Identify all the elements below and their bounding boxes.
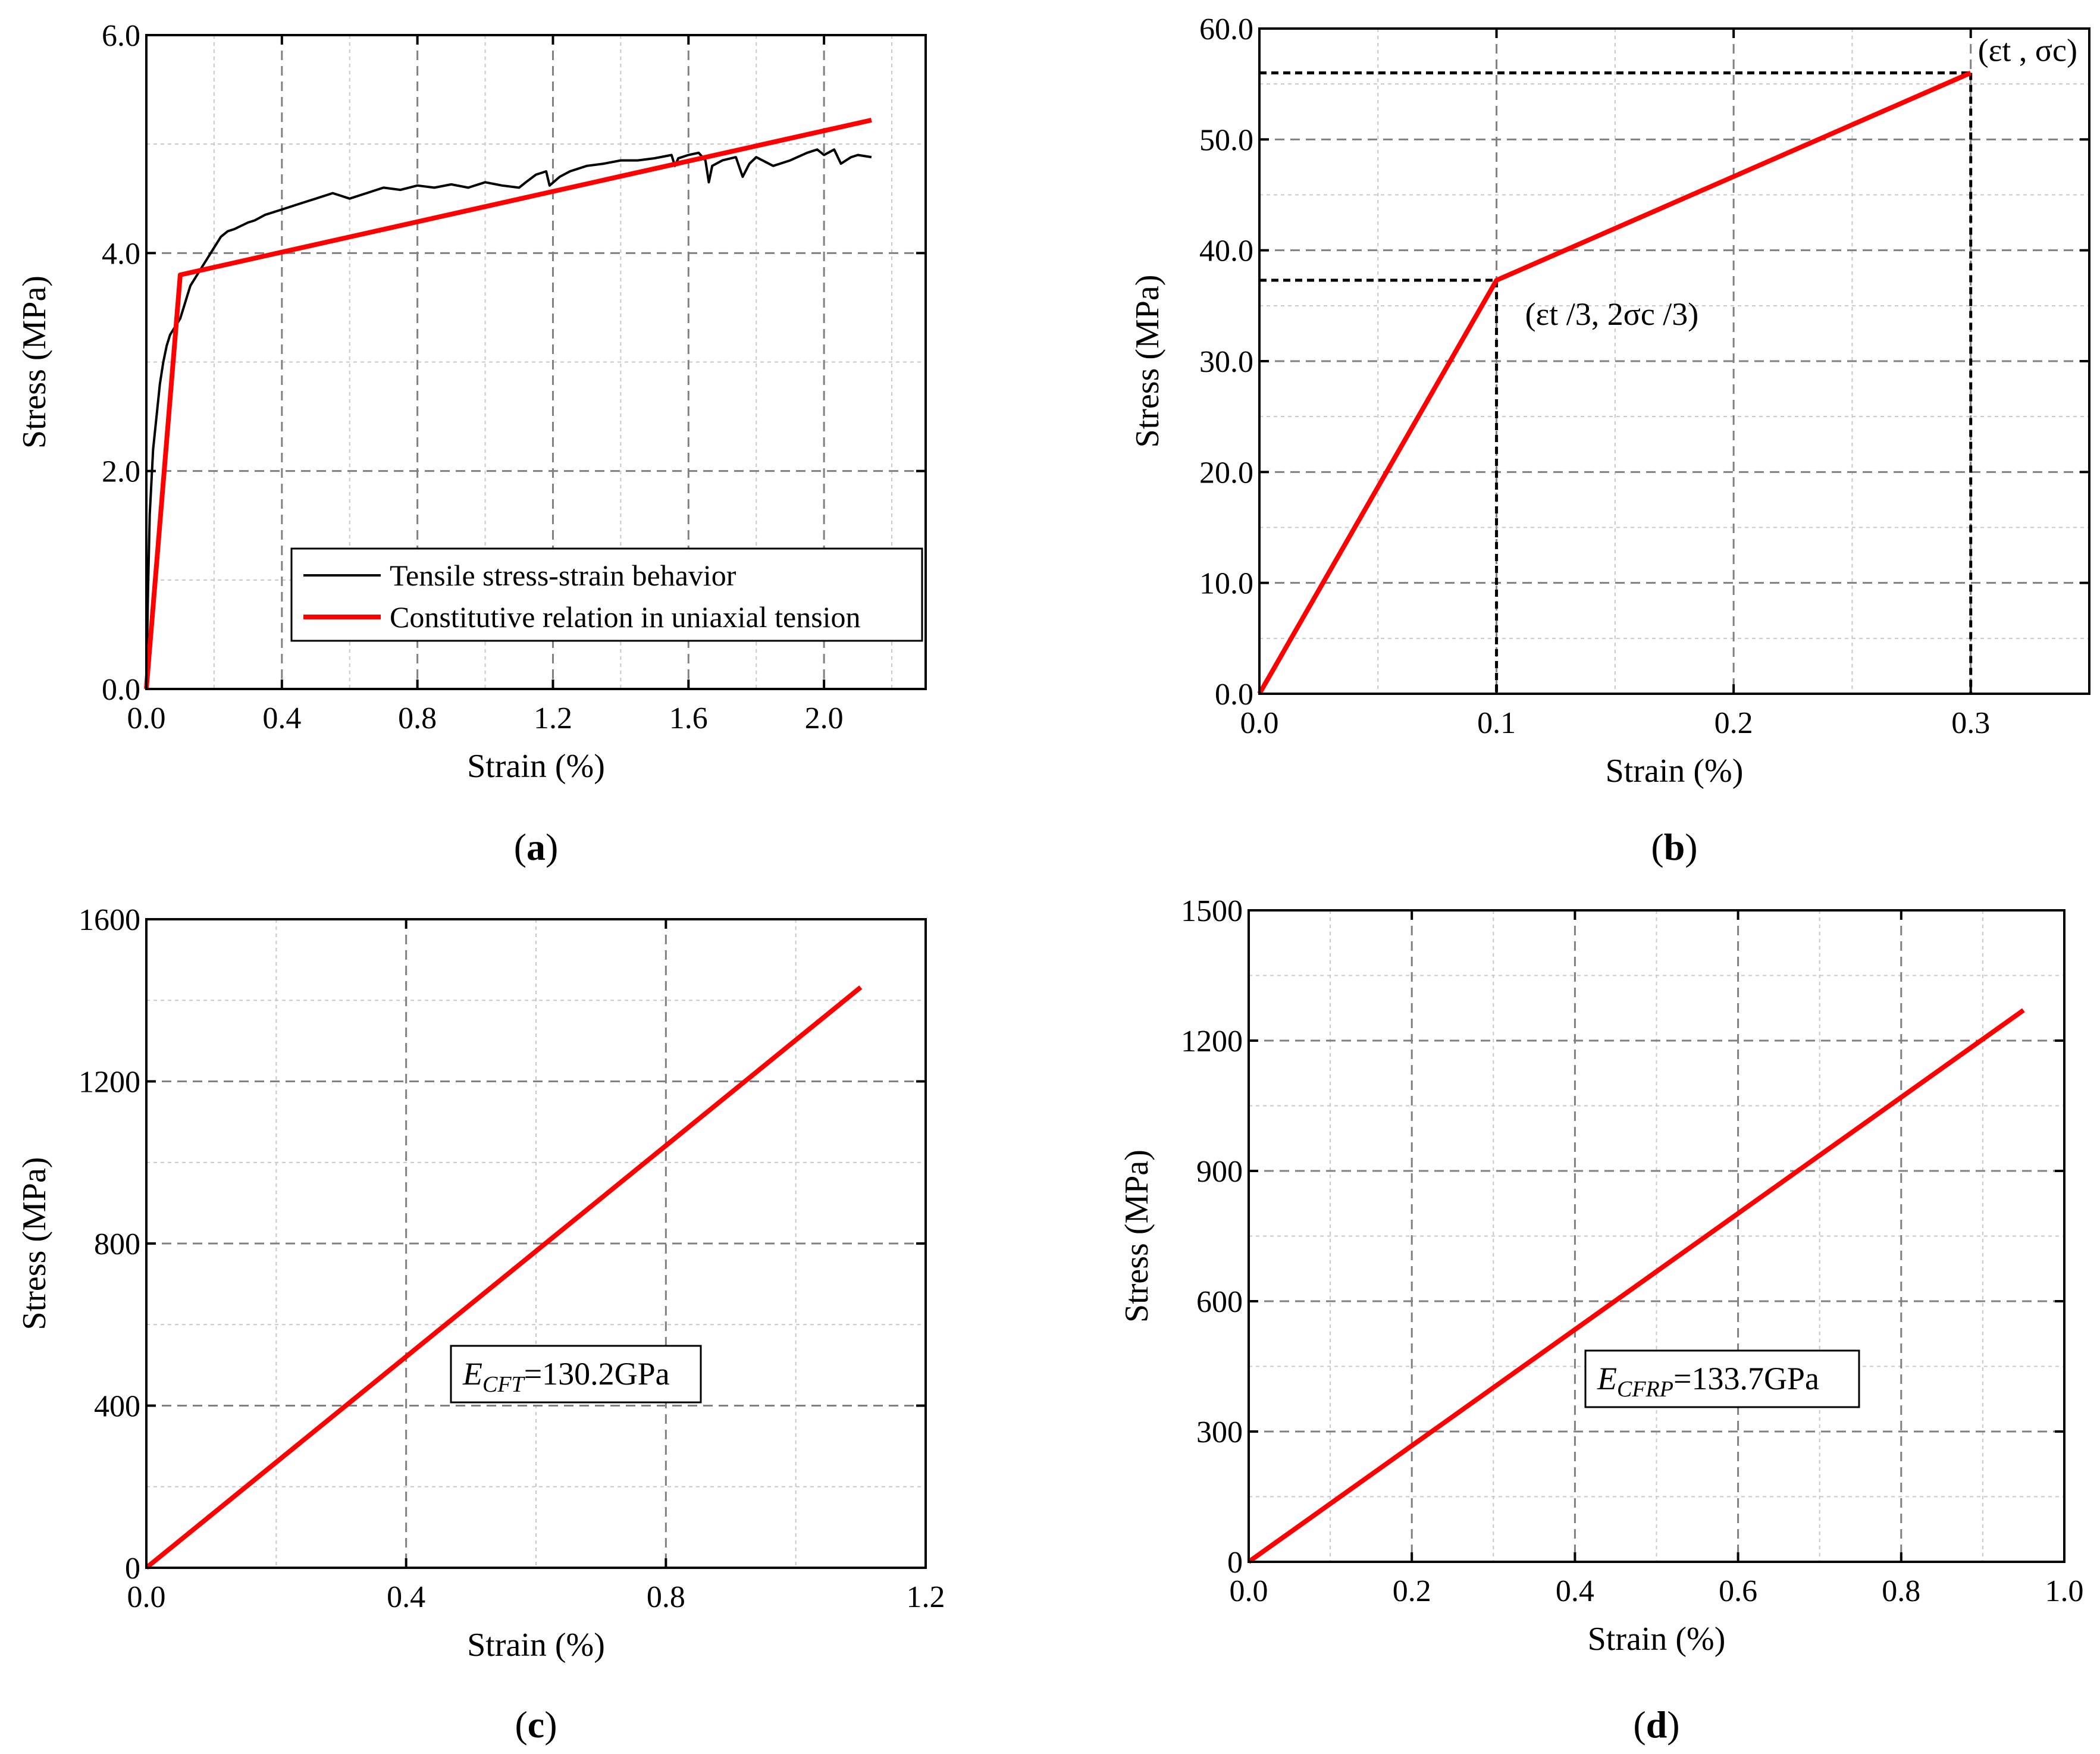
point-annotation: (εt , σc) <box>1978 33 2077 68</box>
x-tick-label: 1.2 <box>534 701 572 735</box>
modulus-value: =130.2GPa <box>524 1356 670 1392</box>
y-tick-label: 1500 <box>1181 894 1243 928</box>
panel-label-paren: ) <box>1667 1703 1679 1746</box>
x-tick-label: 0.4 <box>262 701 301 735</box>
legend-entry: Tensile stress-strain behavior <box>390 559 736 592</box>
point-annotation: (εt /3, 2σc /3) <box>1525 296 1699 332</box>
x-tick-label: 1.0 <box>2045 1574 2084 1608</box>
series-line-0 <box>145 148 872 690</box>
x-tick-label: 0.2 <box>1393 1574 1431 1608</box>
panel-a-chart: 0.0 0.4 0.8 1.2 1.6 2.0 0.0 2.0 4.0 6.0 Strain (%)… <box>16 19 927 868</box>
x-axis-title: Strain (%) <box>467 1627 605 1664</box>
y-tick-label: 1200 <box>1181 1025 1243 1058</box>
y-tick-label: 10.0 <box>1199 567 1253 601</box>
y-axis-title: Stress (MPa) <box>16 1157 53 1330</box>
modulus-annotation-box <box>1584 1349 1860 1408</box>
legend-entry: Constitutive relation in uniaxial tensio… <box>390 600 861 634</box>
y-tick-label: 60.0 <box>1199 12 1253 46</box>
y-tick-label: 300 <box>1196 1415 1243 1449</box>
panel-label: (b) <box>1651 826 1697 868</box>
panel-label: (a) <box>514 826 559 868</box>
series-line-0 <box>1257 70 1972 695</box>
modulus-symbol: E <box>1597 1361 1617 1396</box>
plot-frame <box>145 34 927 690</box>
modulus-symbol: E <box>462 1356 482 1392</box>
y-tick-label: 0 <box>1227 1546 1243 1580</box>
series-line-0 <box>1247 1008 2025 1564</box>
x-tick-label: 0.8 <box>398 701 437 735</box>
y-tick-label: 2.0 <box>102 455 140 489</box>
x-axis-title: Strain (%) <box>1588 1621 1726 1658</box>
y-tick-label: 1600 <box>79 903 140 937</box>
x-tick-label: 0.4 <box>1556 1574 1594 1608</box>
x-tick-label: 0.0 <box>127 1580 166 1614</box>
y-tick-label: 0.0 <box>1215 678 1253 712</box>
y-axis-title: Stress (MPa) <box>1129 275 1166 448</box>
panel-label-paren: ) <box>546 826 558 868</box>
panel-c-chart: 0.0 0.4 0.8 1.2 0 400 800 1200 1600 Strain (%) Str… <box>16 903 945 1746</box>
panel-label: (d) <box>1633 1703 1679 1746</box>
y-tick-label: 4.0 <box>102 237 140 271</box>
panel-label-paren: ( <box>1651 826 1663 868</box>
y-tick-label: 0 <box>125 1552 140 1586</box>
y-axis-title: Stress (MPa) <box>1118 1150 1155 1323</box>
modulus-annotation-text: ECFT=130.2GPa <box>462 1356 670 1397</box>
panel-b-chart: 0.0 0.1 0.2 0.3 0.0 10.0 20.0 30.0 40.0 50.0 60.0 S… <box>1129 12 2090 868</box>
x-tick-label: 0.4 <box>387 1580 425 1614</box>
x-axis-title: Strain (%) <box>1606 753 1744 790</box>
y-tick-label: 800 <box>94 1227 140 1261</box>
y-tick-label: 400 <box>94 1390 140 1424</box>
panel-label-letter: a <box>526 826 546 868</box>
x-tick-label: 0.8 <box>647 1580 685 1614</box>
series-line-1 <box>144 117 872 690</box>
panel-label-letter: b <box>1664 826 1685 868</box>
modulus-annotation-text: ECFRP=133.7GPa <box>1597 1361 1819 1402</box>
x-tick-label: 0.0 <box>1240 706 1279 740</box>
panel-label-paren: ) <box>544 1703 557 1746</box>
plot-frame <box>1248 909 2065 1563</box>
x-tick-label: 1.6 <box>669 701 708 735</box>
y-axis-title: Stress (MPa) <box>16 275 53 449</box>
y-tick-label: 30.0 <box>1199 345 1253 379</box>
y-tick-label: 600 <box>1196 1285 1243 1319</box>
x-axis-title: Strain (%) <box>467 748 605 785</box>
modulus-subscript: CFRP <box>1617 1377 1673 1402</box>
x-tick-label: 0.6 <box>1719 1574 1757 1608</box>
y-tick-label: 900 <box>1196 1155 1243 1189</box>
panel-label-paren: ) <box>1685 826 1697 868</box>
x-tick-label: 1.2 <box>907 1580 945 1614</box>
series-line-0 <box>145 985 863 1570</box>
panel-label-paren: ( <box>514 826 526 868</box>
x-tick-label: 0.1 <box>1477 706 1516 740</box>
modulus-annotation-box <box>450 1345 702 1404</box>
panel-label-letter: c <box>528 1703 544 1746</box>
x-tick-label: 2.0 <box>805 701 844 735</box>
y-tick-label: 20.0 <box>1199 456 1253 490</box>
y-tick-label: 50.0 <box>1199 123 1253 157</box>
x-tick-label: 0.0 <box>1230 1574 1268 1608</box>
panel-label-paren: ( <box>1633 1703 1645 1746</box>
panel-label-paren: ( <box>515 1703 527 1746</box>
y-tick-label: 40.0 <box>1199 234 1253 268</box>
y-tick-label: 6.0 <box>102 19 140 53</box>
x-tick-label: 0.0 <box>127 701 166 735</box>
x-tick-label: 0.3 <box>1951 706 1990 740</box>
x-tick-label: 0.2 <box>1715 706 1753 740</box>
y-tick-label: 0.0 <box>102 673 140 707</box>
legend-box <box>290 547 923 642</box>
x-tick-label: 0.8 <box>1882 1574 1920 1608</box>
panel-label: (c) <box>515 1703 557 1746</box>
modulus-subscript: CFT <box>482 1372 526 1397</box>
y-tick-label: 1200 <box>79 1066 140 1100</box>
panel-label-letter: d <box>1646 1703 1668 1746</box>
panel-d-chart: 0.0 0.2 0.4 0.6 0.8 1.0 0 300 600 900 1200 1500 Stra… <box>1118 894 2084 1746</box>
modulus-value: =133.7GPa <box>1673 1361 1819 1396</box>
